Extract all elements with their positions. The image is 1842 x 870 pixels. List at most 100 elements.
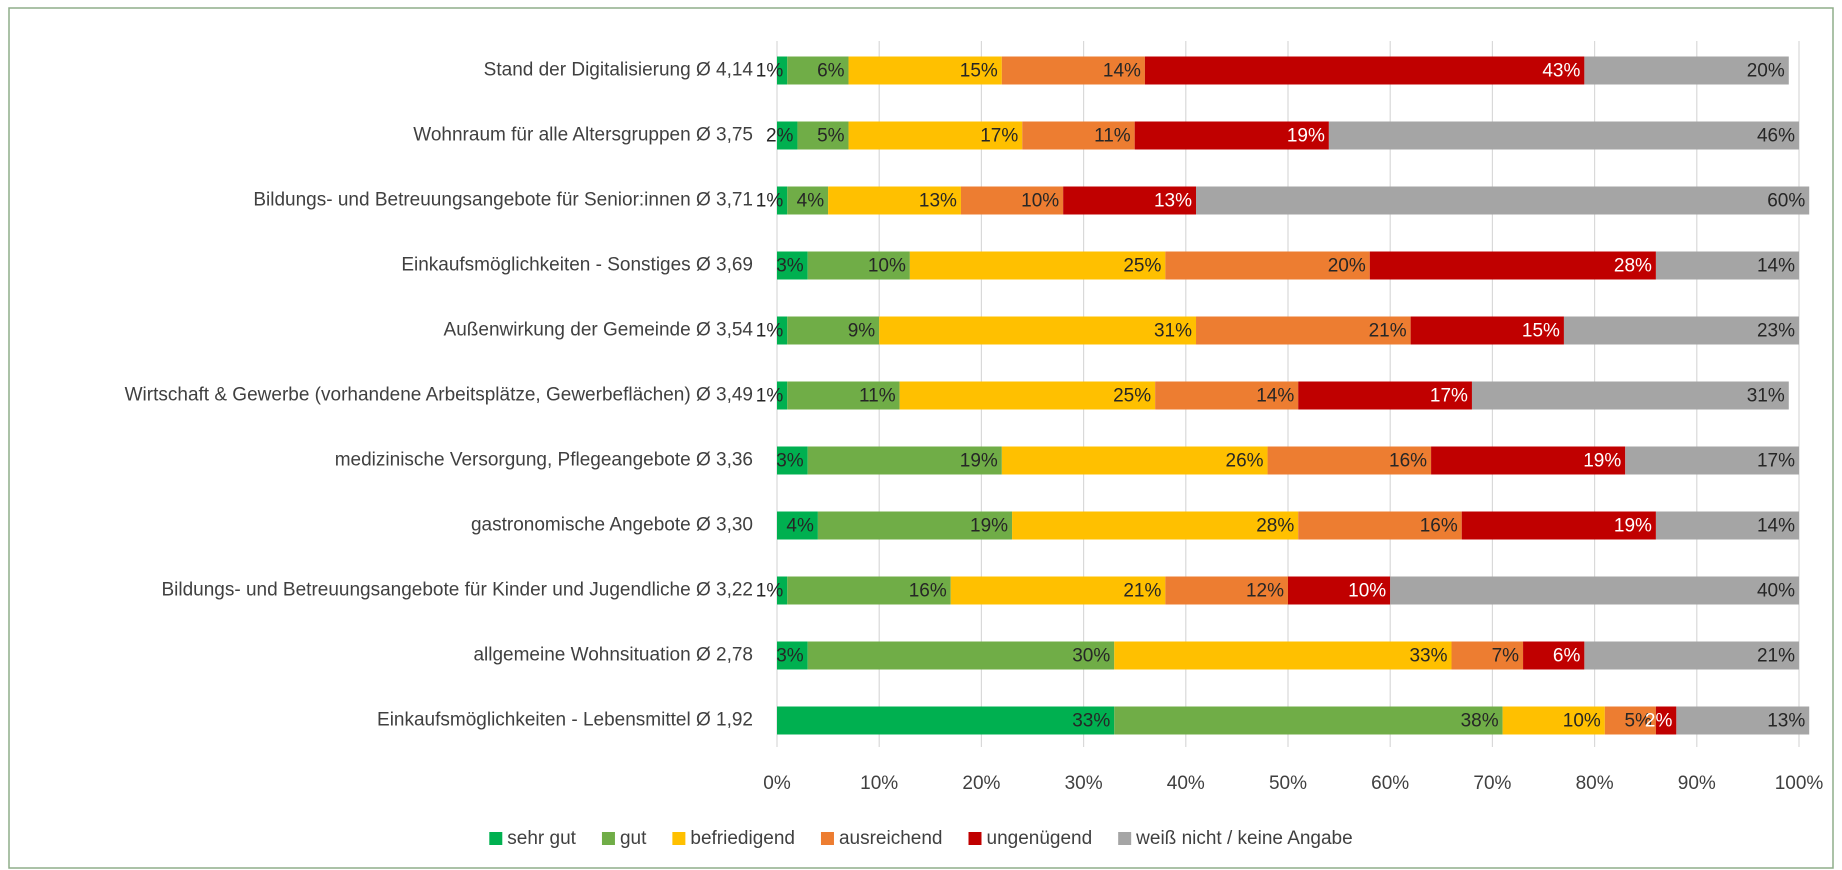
data-label: 5% xyxy=(817,126,845,147)
bar-segment xyxy=(1625,446,1799,475)
bar-segment xyxy=(1584,641,1799,670)
bar-segment xyxy=(787,316,880,345)
bar-segment xyxy=(1471,381,1789,410)
x-tick-label: 50% xyxy=(1269,773,1307,794)
bar-segment xyxy=(1196,186,1810,215)
legend-swatch xyxy=(601,832,615,845)
x-tick-label: 30% xyxy=(1065,773,1103,794)
category-label: Stand der Digitalisierung Ø 4,14 xyxy=(484,60,754,81)
category-label: Bildungs- und Betreuungsangebote für Kin… xyxy=(161,580,753,601)
data-label: 40% xyxy=(1757,581,1795,602)
data-label: 5% xyxy=(1624,711,1652,732)
data-label: 10% xyxy=(868,256,906,277)
bar-segment xyxy=(787,186,829,215)
data-label: 28% xyxy=(1614,256,1652,277)
bar-segment xyxy=(797,121,849,150)
data-label: 21% xyxy=(1123,581,1161,602)
category-label: Einkaufsmöglichkeiten - Lebensmittel Ø 1… xyxy=(377,710,753,731)
bar-segment xyxy=(848,121,1023,150)
data-label: 14% xyxy=(1757,256,1795,277)
bar-segment xyxy=(1369,251,1656,280)
bar-segment xyxy=(817,511,1013,540)
bar-segment xyxy=(777,316,788,345)
category-label: Einkaufsmöglichkeiten - Sonstiges Ø 3,69 xyxy=(401,255,753,276)
bar-segment xyxy=(1584,56,1789,85)
data-label: 11% xyxy=(1094,126,1131,147)
data-label: 14% xyxy=(1103,61,1141,82)
x-tick-label: 20% xyxy=(962,773,1000,794)
bar-segment xyxy=(1410,316,1564,345)
bar-segment xyxy=(1502,706,1605,735)
data-label: 3% xyxy=(776,451,804,472)
legend-label: ausreichend xyxy=(839,828,943,849)
bar-segment xyxy=(777,706,1115,735)
data-label: 17% xyxy=(1430,386,1468,407)
data-label: 25% xyxy=(1113,386,1151,407)
bar-segment xyxy=(899,381,1156,410)
data-label: 10% xyxy=(1021,191,1059,212)
data-label: 10% xyxy=(1348,581,1386,602)
x-tick-label: 100% xyxy=(1775,773,1824,794)
bar-segment xyxy=(1523,641,1585,670)
data-label: 10% xyxy=(1563,711,1601,732)
bar-segment xyxy=(1563,316,1799,345)
bar-segment xyxy=(777,576,788,605)
legend-label: sehr gut xyxy=(507,828,576,849)
category-label: Außenwirkung der Gemeinde Ø 3,54 xyxy=(444,320,754,341)
bar-segment xyxy=(1431,446,1626,475)
bar-segment xyxy=(807,641,1115,670)
data-label: 19% xyxy=(1583,451,1621,472)
bar-segment xyxy=(1134,121,1329,150)
bar-segment xyxy=(777,251,808,280)
data-label: 21% xyxy=(1369,321,1407,342)
bar-segment xyxy=(777,641,808,670)
legend-swatch xyxy=(489,832,503,845)
category-label: gastronomische Angebote Ø 3,30 xyxy=(471,515,753,536)
bar-segment xyxy=(1001,56,1145,85)
bar-segment xyxy=(1001,446,1268,475)
data-label: 2% xyxy=(766,126,794,147)
bar-segment xyxy=(787,381,900,410)
bar-segment xyxy=(1196,316,1411,345)
x-tick-label: 0% xyxy=(763,773,791,794)
legend-swatch xyxy=(672,832,686,845)
bar-segment xyxy=(807,446,1002,475)
data-label: 1% xyxy=(756,581,784,602)
data-label: 13% xyxy=(1767,711,1805,732)
x-tick-label: 90% xyxy=(1678,773,1716,794)
bar-segment xyxy=(777,56,788,85)
data-label: 3% xyxy=(776,256,804,277)
bar-segment xyxy=(1288,576,1391,605)
data-label: 1% xyxy=(756,386,784,407)
data-label: 19% xyxy=(1614,516,1652,537)
data-label: 6% xyxy=(817,61,845,82)
data-label: 33% xyxy=(1072,711,1110,732)
data-label: 1% xyxy=(756,321,784,342)
bar-segment xyxy=(777,121,798,150)
bar-segment xyxy=(1298,381,1472,410)
x-tick-label: 60% xyxy=(1371,773,1409,794)
bar-segment xyxy=(1451,641,1524,670)
data-label: 19% xyxy=(970,516,1008,537)
data-label: 15% xyxy=(1522,321,1560,342)
data-label: 15% xyxy=(960,61,998,82)
data-label: 17% xyxy=(980,126,1018,147)
data-label: 16% xyxy=(1420,516,1458,537)
data-label: 4% xyxy=(797,191,825,212)
data-label: 19% xyxy=(1287,126,1325,147)
legend-label: gut xyxy=(620,828,647,849)
data-label: 38% xyxy=(1461,711,1499,732)
x-tick-label: 70% xyxy=(1473,773,1511,794)
bar-segment xyxy=(1114,641,1452,670)
data-label: 7% xyxy=(1492,646,1520,667)
bar-segment xyxy=(960,186,1064,215)
bar-segment xyxy=(787,576,951,605)
data-label: 31% xyxy=(1747,386,1785,407)
data-label: 9% xyxy=(848,321,876,342)
data-label: 16% xyxy=(1389,451,1427,472)
category-label: allgemeine Wohnsituation Ø 2,78 xyxy=(473,645,753,666)
bar-segment xyxy=(1155,381,1299,410)
data-label: 12% xyxy=(1246,581,1284,602)
legend-label: ungenügend xyxy=(987,828,1093,849)
data-label: 1% xyxy=(756,61,784,82)
